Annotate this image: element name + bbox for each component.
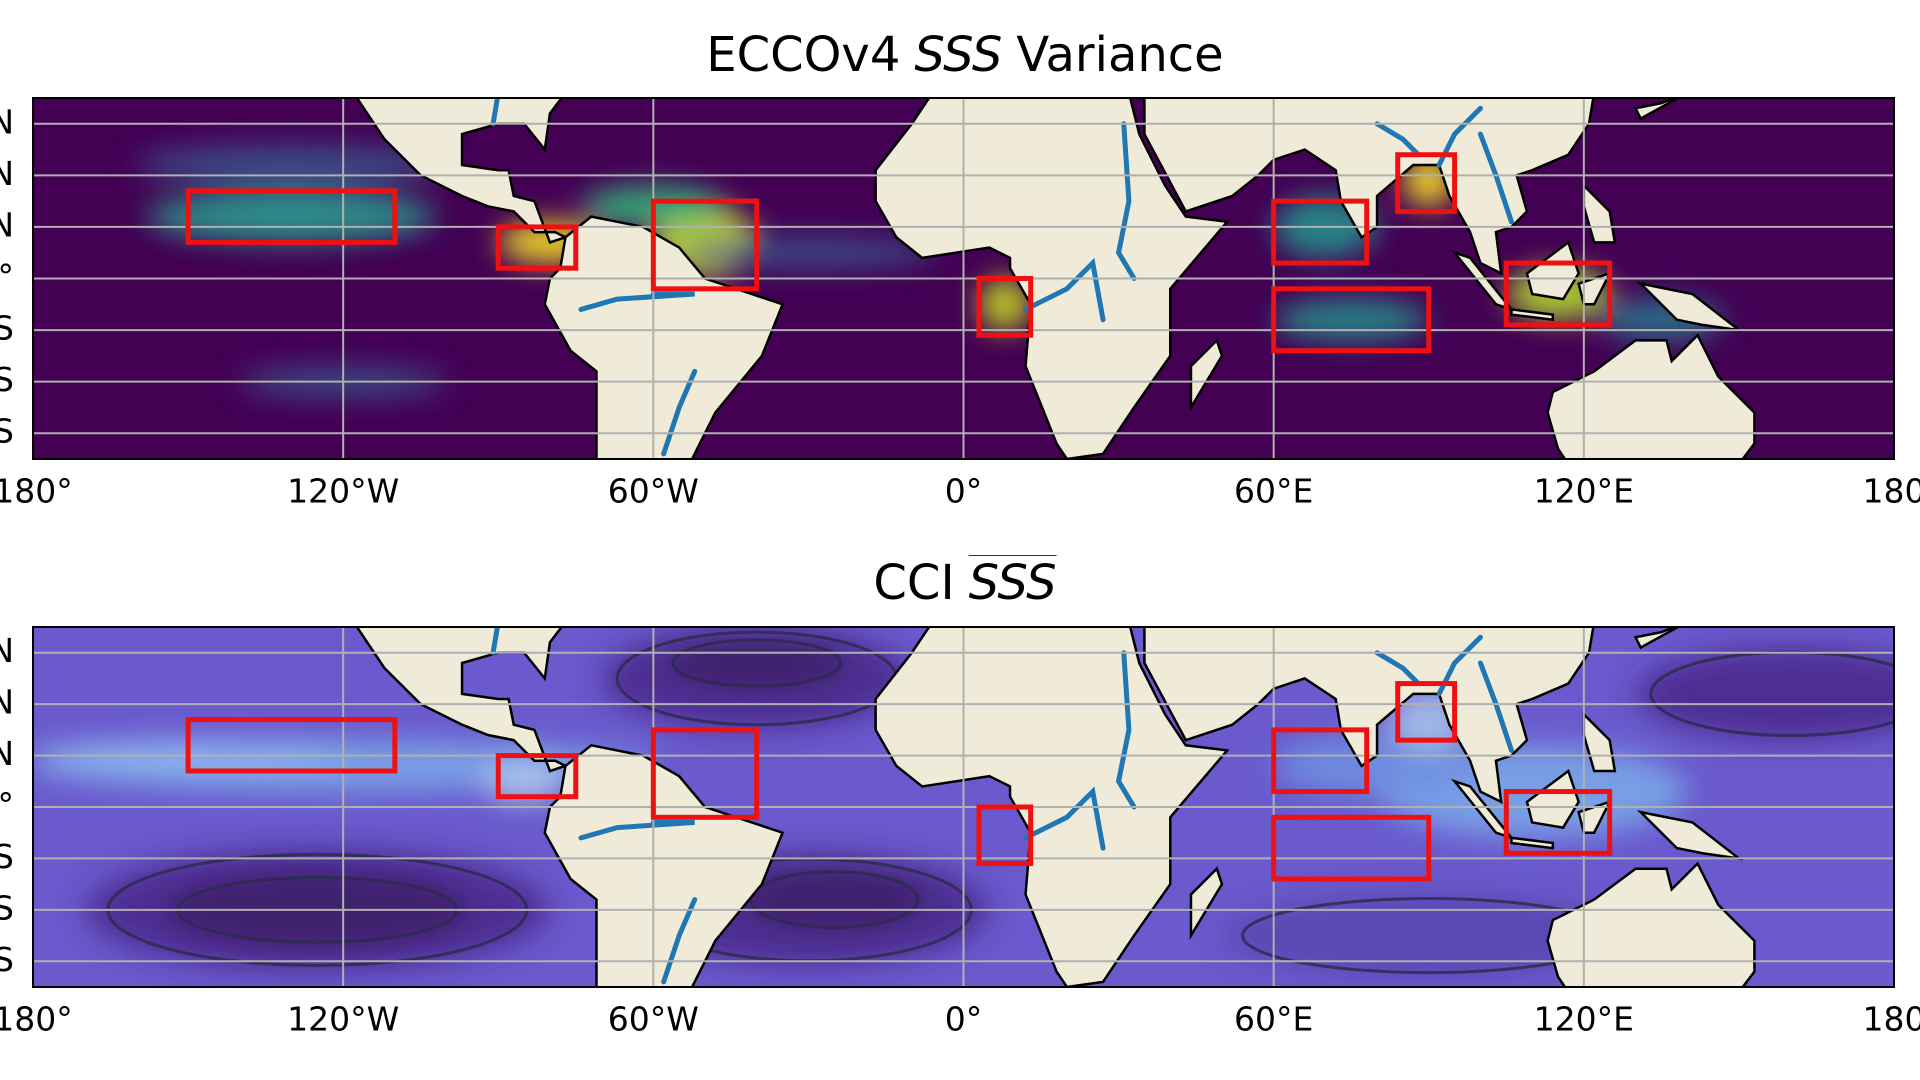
river	[1023, 257, 1106, 323]
x-tick-label: 60°W	[608, 472, 699, 511]
land	[1510, 308, 1555, 322]
y-tick-label: N	[0, 683, 14, 722]
map-panel: 180° 120°W 60°W 0° 60°E 120°E 180NNN°SSSECCOv4…	[0, 27, 1920, 511]
river	[490, 627, 500, 656]
land	[1546, 861, 1756, 987]
y-tick-label: S	[0, 940, 14, 979]
region-box	[1271, 286, 1432, 354]
land	[543, 215, 785, 459]
land	[543, 743, 785, 987]
x-tick-label: 180°	[0, 472, 73, 511]
y-tick-label: °	[0, 257, 14, 296]
variance-patch	[146, 190, 437, 243]
x-tick-label: 180	[1863, 1000, 1920, 1039]
variance-patch	[679, 237, 938, 269]
land	[1577, 271, 1613, 306]
land	[1525, 240, 1581, 301]
panel-title: ECCOv4 SSS Variance	[706, 27, 1223, 83]
salinity-patch	[482, 760, 566, 802]
river	[661, 897, 698, 985]
y-tick-label: N	[0, 154, 14, 193]
region-box	[185, 188, 398, 245]
y-tick-label: S	[0, 360, 14, 399]
region-box	[1395, 152, 1458, 214]
x-tick-label: 180°	[0, 1000, 73, 1039]
map-area	[33, 627, 1894, 987]
x-tick-label: 120°W	[287, 472, 399, 511]
region-box	[1271, 198, 1370, 266]
y-tick-label: S	[0, 412, 14, 451]
river	[578, 291, 695, 312]
region-box	[495, 224, 579, 271]
salinity-patch	[1273, 735, 1481, 797]
region-box	[185, 717, 398, 774]
region-box	[650, 198, 760, 292]
land	[1636, 810, 1744, 861]
y-tick-label: N	[0, 102, 14, 141]
river	[1023, 786, 1106, 851]
y-tick-label: °	[0, 786, 14, 825]
land	[1577, 799, 1613, 834]
salinity-patch	[663, 637, 850, 689]
y-tick-label: N	[0, 631, 14, 670]
title-part: CCI	[873, 555, 954, 611]
land	[1546, 333, 1756, 459]
y-tick-label: N	[0, 734, 14, 773]
y-tick-label: S	[0, 837, 14, 876]
region-box	[1395, 681, 1458, 743]
contour	[671, 638, 842, 688]
x-tick-label: 0°	[945, 472, 983, 511]
y-tick-label: S	[0, 888, 14, 927]
river	[490, 98, 500, 127]
title-part: SSS	[969, 555, 1057, 611]
land	[1189, 866, 1224, 941]
river	[1374, 650, 1421, 687]
x-tick-label: 60°E	[1234, 472, 1313, 511]
salinity-patch	[1635, 647, 1894, 741]
title-part: SSS	[914, 27, 1002, 83]
land	[1189, 338, 1224, 412]
land	[1525, 768, 1581, 829]
river	[1374, 121, 1421, 158]
salinity-patch	[1221, 894, 1636, 977]
variance-patch	[1273, 299, 1429, 341]
region-box	[976, 804, 1034, 867]
panel-title: CCI SSS	[873, 555, 1056, 611]
x-tick-label: 120°W	[287, 1000, 399, 1039]
region-box	[650, 727, 760, 820]
land	[355, 627, 569, 773]
x-tick-label: 60°E	[1234, 1000, 1313, 1039]
region-box	[1271, 814, 1432, 882]
y-tick-label: S	[0, 309, 14, 348]
land	[1636, 281, 1744, 332]
x-tick-label: 120°E	[1534, 1000, 1634, 1039]
land	[1510, 836, 1555, 850]
title-part: ECCOv4	[706, 27, 900, 83]
x-tick-label: 180	[1863, 472, 1920, 511]
region-box	[976, 276, 1034, 338]
x-tick-label: 60°W	[608, 1000, 699, 1039]
title-part: Variance	[1016, 27, 1223, 83]
land	[1633, 627, 1681, 650]
region-box	[1503, 789, 1613, 856]
map-area	[33, 98, 1894, 459]
river	[578, 819, 695, 841]
variance-patch	[979, 278, 1031, 331]
land	[355, 98, 569, 244]
map-frame	[32, 626, 1895, 988]
x-tick-label: 0°	[945, 1000, 983, 1039]
region-box	[1503, 260, 1613, 328]
region-box	[1271, 727, 1370, 795]
y-tick-label: N	[0, 205, 14, 244]
river	[661, 368, 698, 457]
salinity-patch	[741, 868, 928, 931]
land	[1633, 98, 1681, 121]
map-frame	[32, 97, 1895, 460]
region-box	[495, 753, 579, 800]
x-tick-label: 120°E	[1534, 472, 1634, 511]
